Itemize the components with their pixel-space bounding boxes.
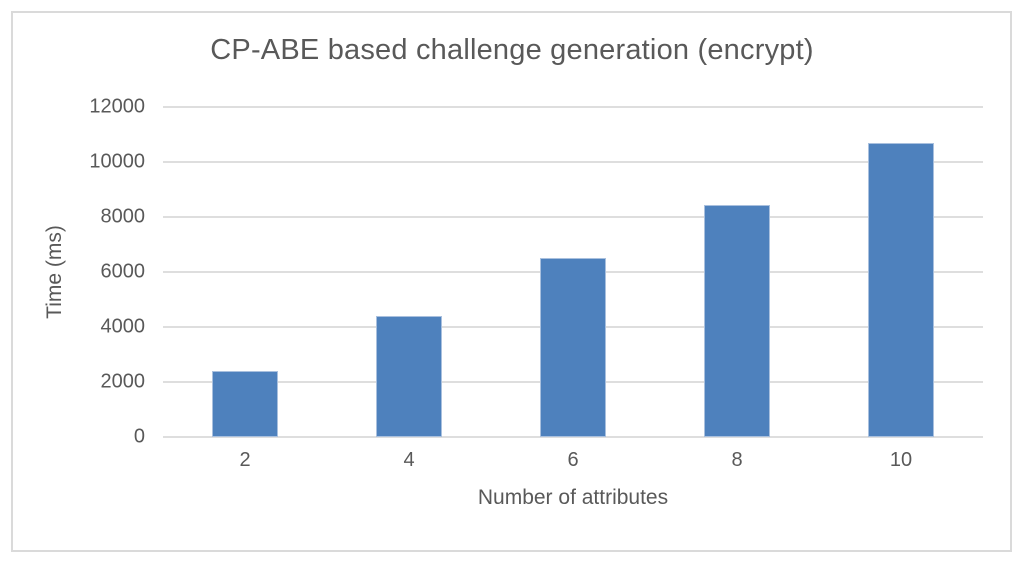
- x-tick-label-8: 8: [731, 449, 743, 471]
- y-tick-label-10000: 10000: [89, 150, 145, 173]
- chart-title: CP-ABE based challenge generation (encry…: [210, 34, 814, 66]
- y-axis-tick-labels: 0 2000 4000 6000 8000 10000 12000: [0, 96, 146, 448]
- x-tick-label-4: 4: [403, 449, 415, 471]
- y-tick-label-0: 0: [133, 425, 145, 448]
- y-tick-label-6000: 6000: [100, 260, 146, 283]
- bar-8: [704, 204, 770, 437]
- x-tick-label-10: 10: [889, 449, 913, 471]
- gridline-y-0: [163, 436, 983, 438]
- bar-6: [540, 258, 606, 437]
- x-axis-tick-labels: 2 4 6 8 10: [163, 449, 983, 472]
- plot-area: [163, 106, 983, 438]
- y-tick-label-2000: 2000: [100, 370, 146, 393]
- gridline-y-8000: [163, 216, 983, 218]
- x-axis-title: Number of attributes: [477, 486, 669, 509]
- y-tick-label-8000: 8000: [100, 205, 146, 228]
- y-tick-label-4000: 4000: [100, 315, 146, 338]
- bar-4: [376, 316, 442, 437]
- gridline-y-12000: [163, 106, 983, 108]
- y-tick-label-12000: 12000: [89, 95, 145, 118]
- x-tick-label-6: 6: [567, 449, 579, 471]
- gridline-y-10000: [163, 161, 983, 163]
- bar-10: [868, 142, 934, 437]
- x-tick-label-2: 2: [239, 449, 251, 471]
- bar-2: [212, 371, 278, 437]
